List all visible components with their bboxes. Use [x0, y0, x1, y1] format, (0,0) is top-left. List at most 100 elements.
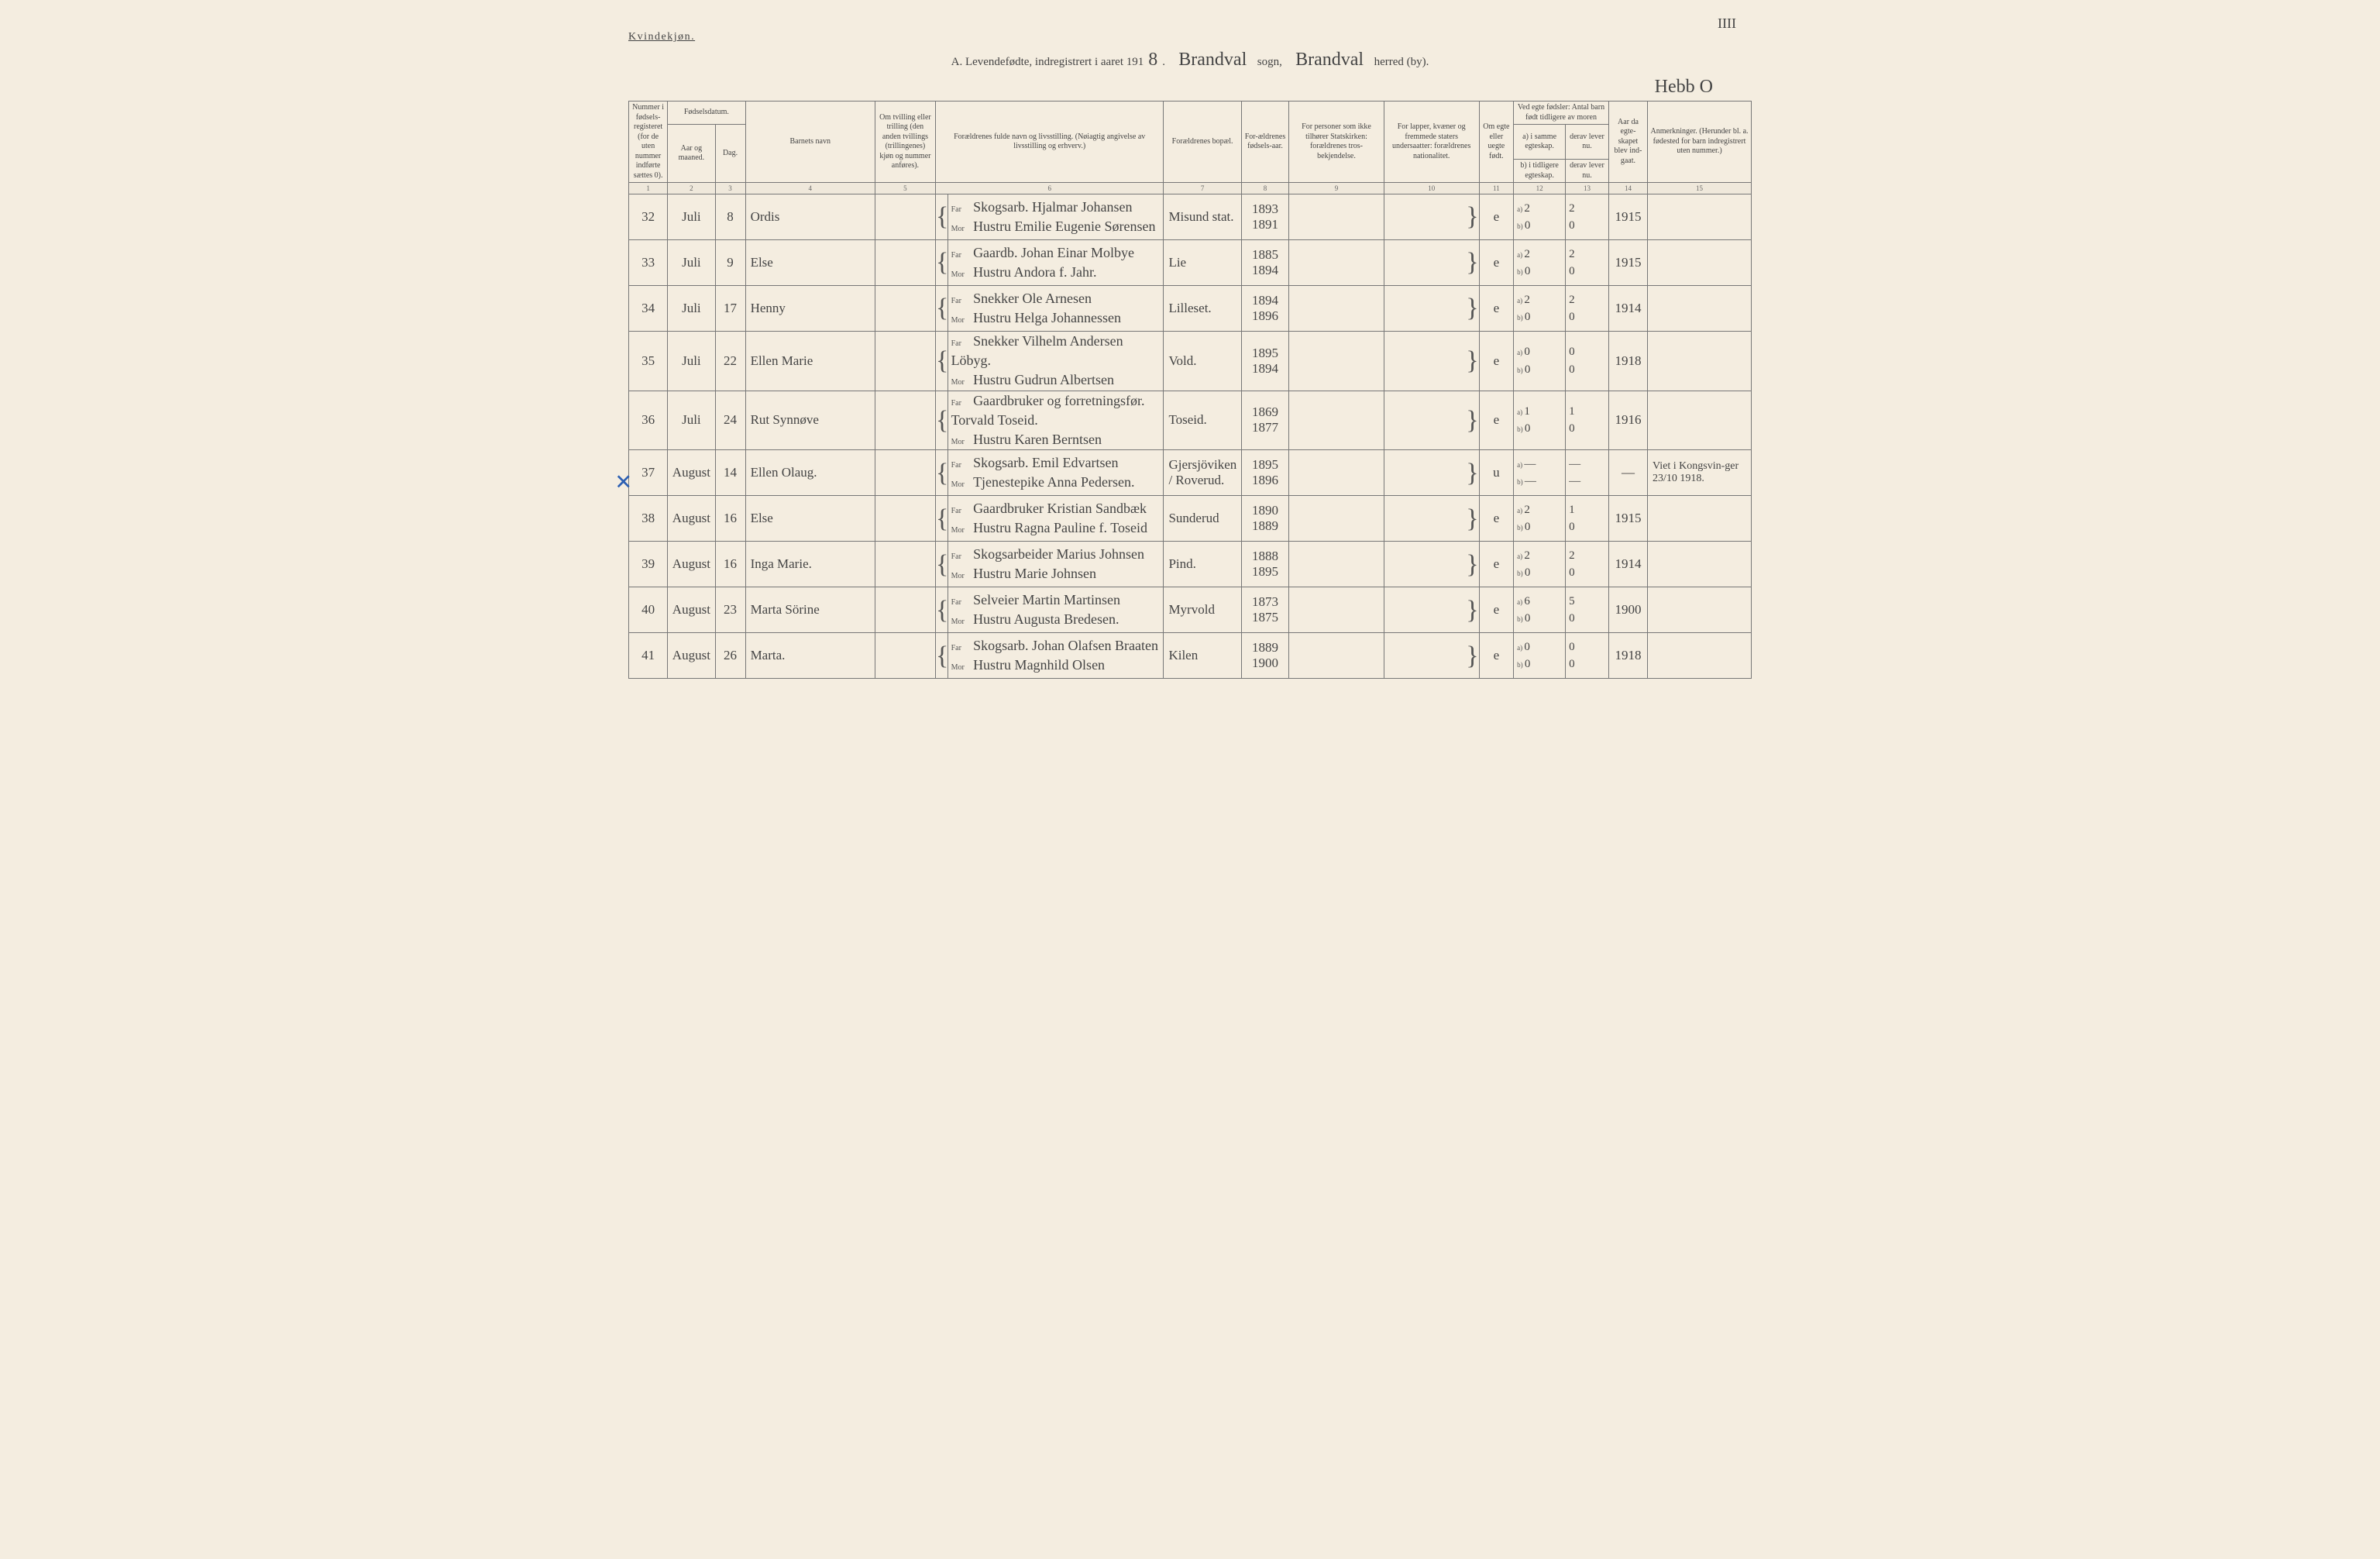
mother-name: Hustru Gudrun Albertsen: [973, 372, 1114, 387]
hdr-12a: a) i samme egteskap.: [1514, 125, 1566, 160]
sogn-name: Brandval: [1174, 50, 1251, 70]
cell-marriage-year: 1914: [1608, 542, 1647, 587]
hdr-13b: derav lever nu.: [1566, 160, 1609, 183]
cell-marriage-year: 1915: [1608, 194, 1647, 240]
brace-icon: }: [1384, 542, 1479, 587]
cell-col13: 20: [1566, 542, 1609, 587]
cell-col12: a) —b) —: [1514, 450, 1566, 496]
cell-twin: [875, 496, 935, 542]
cell-egte: e: [1479, 240, 1514, 286]
cell-egte: e: [1479, 542, 1514, 587]
cell-month: August: [668, 450, 715, 496]
brace-icon: }: [1384, 194, 1479, 240]
cell-parents: Far Snekker Vilhelm Andersen Löbyg.Mor H…: [948, 332, 1164, 391]
cell-day: 17: [715, 286, 745, 332]
cell-bopal: Myrvold: [1164, 587, 1241, 633]
cell-parents: Far Snekker Ole ArnesenMor Hustru Helga …: [948, 286, 1164, 332]
cell-egte: e: [1479, 587, 1514, 633]
brace-icon: {: [935, 542, 948, 587]
cell-parent-years: 18691877: [1241, 391, 1288, 450]
cell-child-name: Else: [745, 240, 875, 286]
cell-day: 24: [715, 391, 745, 450]
cell-marriage-year: 1918: [1608, 633, 1647, 679]
brace-icon: {: [935, 240, 948, 286]
cell-month: Juli: [668, 391, 715, 450]
mother-name: Hustru Marie Johnsen: [973, 566, 1096, 581]
father-name: Skogsarb. Hjalmar Johansen: [973, 199, 1132, 215]
cell-month: August: [668, 542, 715, 587]
brace-icon: }: [1384, 286, 1479, 332]
title-year-digit: 8: [1144, 50, 1162, 70]
cell-month: August: [668, 633, 715, 679]
hdr-bopal: Forældrenes bopæl.: [1164, 102, 1241, 183]
cell-num: 39: [629, 542, 668, 587]
cell-parent-years: 18951894: [1241, 332, 1288, 391]
cell-day: 16: [715, 496, 745, 542]
cell-parent-years: 18881895: [1241, 542, 1288, 587]
cell-egte: e: [1479, 496, 1514, 542]
cell-remarks: [1648, 542, 1752, 587]
cell-marriage-year: 1918: [1608, 332, 1647, 391]
cell-religion: [1289, 286, 1384, 332]
title-prefix: A. Levendefødte, indregistrert i aaret 1…: [951, 56, 1144, 68]
cell-month: Juli: [668, 194, 715, 240]
cell-parent-years: 18731875: [1241, 587, 1288, 633]
cell-child-name: Ordis: [745, 194, 875, 240]
father-name: Gaardb. Johan Einar Molbye: [973, 245, 1134, 260]
cell-marriage-year: 1915: [1608, 240, 1647, 286]
cell-egte: e: [1479, 332, 1514, 391]
cell-num: ×37: [629, 450, 668, 496]
cell-marriage-year: —: [1608, 450, 1647, 496]
hdr-religion: For personer som ikke tilhører Statskirk…: [1289, 102, 1384, 183]
page-title-row: A. Levendefødte, indregistrert i aaret 1…: [628, 50, 1752, 71]
cell-col13: 20: [1566, 240, 1609, 286]
cell-month: August: [668, 496, 715, 542]
cell-egte: u: [1479, 450, 1514, 496]
table-row: ×37August14Ellen Olaug.{Far Skogsarb. Em…: [629, 450, 1752, 496]
cell-col12: a) 2b) 0: [1514, 286, 1566, 332]
cell-num: 41: [629, 633, 668, 679]
cell-bopal: Vold.: [1164, 332, 1241, 391]
cell-month: August: [668, 587, 715, 633]
register-table: Nummer i fødsels-registeret (for de uten…: [628, 101, 1752, 679]
hdr-remarks: Anmerkninger. (Herunder bl. a. fødested …: [1648, 102, 1752, 183]
cell-day: 9: [715, 240, 745, 286]
cell-egte: e: [1479, 391, 1514, 450]
cell-religion: [1289, 332, 1384, 391]
cell-day: 23: [715, 587, 745, 633]
table-header: Nummer i fødsels-registeret (for de uten…: [629, 102, 1752, 194]
cell-child-name: Else: [745, 496, 875, 542]
mother-name: Hustru Helga Johannessen: [973, 310, 1121, 325]
cell-num: 40: [629, 587, 668, 633]
father-name: Snekker Vilhelm Andersen Löbyg.: [951, 333, 1123, 368]
table-body: 32Juli8Ordis{Far Skogsarb. Hjalmar Johan…: [629, 194, 1752, 679]
cell-religion: [1289, 194, 1384, 240]
cell-marriage-year: 1900: [1608, 587, 1647, 633]
mother-name: Hustru Magnhild Olsen: [973, 657, 1105, 673]
cell-twin: [875, 587, 935, 633]
mother-name: Hustru Augusta Bredesen.: [973, 611, 1119, 627]
brace-icon: }: [1384, 450, 1479, 496]
cell-parents: Far Selveier Martin MartinsenMor Hustru …: [948, 587, 1164, 633]
cell-egte: e: [1479, 633, 1514, 679]
cell-parents: Far Gaardb. Johan Einar MolbyeMor Hustru…: [948, 240, 1164, 286]
cell-num: 35: [629, 332, 668, 391]
cell-child-name: Inga Marie.: [745, 542, 875, 587]
hdr-parent-yr: For-ældrenes fødsels-aar.: [1241, 102, 1288, 183]
cell-parent-years: 18931891: [1241, 194, 1288, 240]
cell-religion: [1289, 542, 1384, 587]
hdr-13a: derav lever nu.: [1566, 125, 1609, 160]
brace-icon: {: [935, 587, 948, 633]
cell-twin: [875, 391, 935, 450]
table-row: 32Juli8Ordis{Far Skogsarb. Hjalmar Johan…: [629, 194, 1752, 240]
hdr-name: Barnets navn: [745, 102, 875, 183]
father-name: Selveier Martin Martinsen: [973, 592, 1120, 607]
cell-parent-years: 18851894: [1241, 240, 1288, 286]
cell-col13: 10: [1566, 391, 1609, 450]
herred-name: Brandval: [1291, 50, 1368, 70]
gender-heading: Kvindekjøn.: [628, 31, 1752, 43]
brace-icon: }: [1384, 587, 1479, 633]
cell-remarks: [1648, 633, 1752, 679]
hdr-day: Dag.: [715, 125, 745, 183]
cell-col13: ——: [1566, 450, 1609, 496]
